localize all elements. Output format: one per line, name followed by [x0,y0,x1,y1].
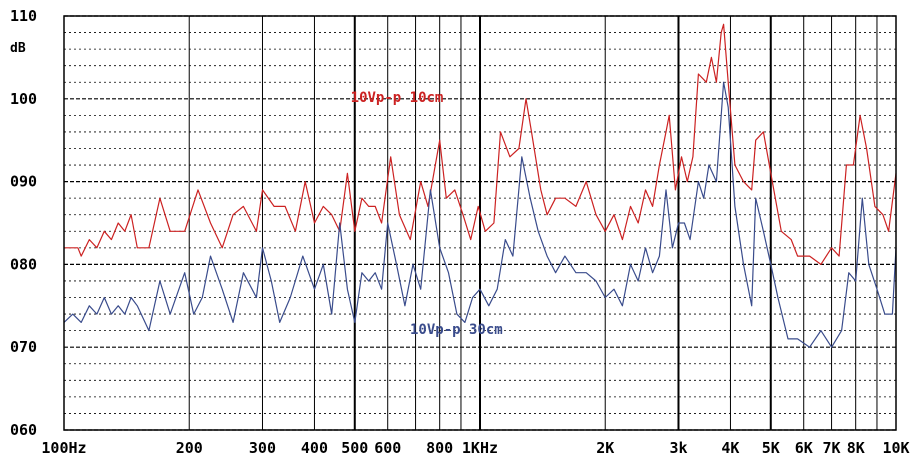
y-tick-label: 060 [10,421,37,439]
x-tick-label: 10K [883,439,910,457]
x-tick-label: 2K [596,439,614,457]
y-axis-label: dB [10,41,26,56]
y-tick-label: 070 [10,338,37,356]
x-tick-label: 100Hz [41,439,86,457]
y-tick-label: 110 [10,7,37,25]
y-tick-label: 090 [10,173,37,191]
x-tick-label: 200 [176,439,203,457]
series-annotation: 10Vp-p 30cm [410,322,503,338]
series-annotations: 10Vp-p 10cm 10Vp-p 30cm [351,90,503,338]
x-tick-label: 1KHz [462,439,498,457]
x-tick-label: 4K [721,439,739,457]
x-tick-label: 600 [374,439,401,457]
x-tick-label: 300 [249,439,276,457]
series-line-1 [64,23,897,265]
x-tick-label: 8K [847,439,865,457]
series-annotation: 10Vp-p 10cm [351,90,444,106]
y-tick-label: 080 [10,255,37,273]
x-tick-label: 3k [670,439,688,457]
x-tick-label: 400 [301,439,328,457]
x-tick-label: 800 [426,439,453,457]
series-line-2 [63,81,897,348]
grid [63,15,897,431]
x-tick-label: 7K [823,439,841,457]
y-tick-label: 100 [10,90,37,108]
x-tick-labels: 100Hz 200 300 400 500 600 800 1KHz 2K 3k 4K 5K 6K 7K 8… [41,439,909,457]
y-tick-labels: 060 070 080 090 100 110 [10,7,37,439]
x-tick-label: 6K [795,439,813,457]
x-tick-label: 5K [762,439,780,457]
series-group [63,23,897,348]
x-tick-label: 500 [341,439,368,457]
plot-frame [63,15,897,431]
